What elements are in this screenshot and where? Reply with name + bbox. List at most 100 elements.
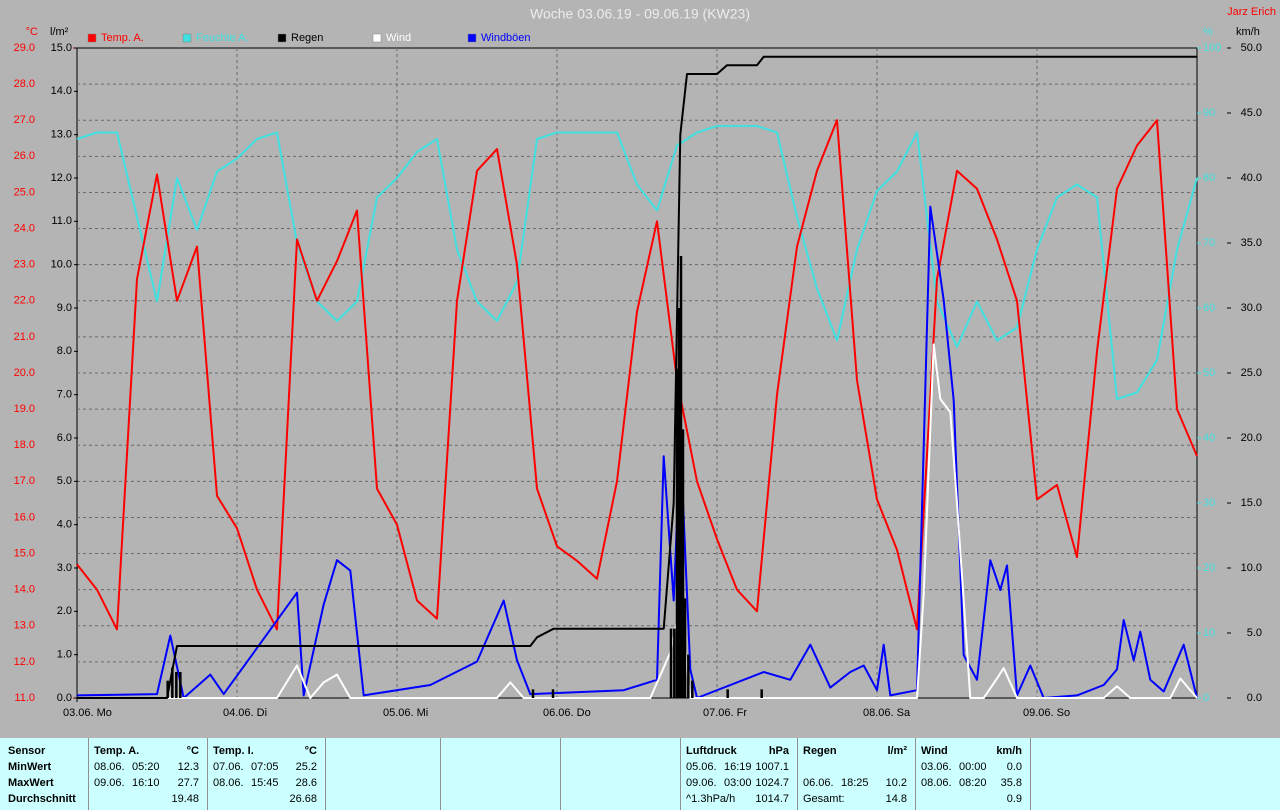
series-line (76, 125, 1198, 400)
cell-value: 25.2 (295, 761, 317, 773)
legend-swatch (372, 33, 382, 43)
column-unit: l/m² (887, 745, 907, 757)
column-title: Luftdruck (686, 745, 737, 757)
y4-tick-label: 10.0 (1241, 562, 1262, 574)
column-separator (440, 738, 441, 810)
y-tick-label: 27.0 (14, 114, 35, 126)
y4-tick-label: 40.0 (1241, 172, 1262, 184)
cell-text: 06.06. (803, 777, 834, 789)
cell-value: 28.6 (295, 777, 317, 789)
x-tick-label: 04.06. Di (223, 707, 267, 719)
legend-swatch (87, 33, 97, 43)
stats-table: Sensor Temp. A. °C Temp. I. °C Luftdruck hPa Re… (0, 738, 1280, 810)
y3-tick-label: 6.0 (57, 432, 72, 444)
legend-label: Temp. A. (101, 32, 144, 44)
cell-text: 00:00 (959, 761, 987, 773)
y4-unit: km/h (1236, 26, 1260, 38)
y3-tick-label: 14.0 (51, 85, 72, 97)
column-separator (797, 738, 798, 810)
x-tick-label: 06.06. Do (543, 707, 591, 719)
y3-tick-label: 13.0 (51, 129, 72, 141)
chart-title: Woche 03.06.19 - 09.06.19 (KW23) (530, 6, 750, 22)
cell-value: 26.68 (289, 793, 317, 805)
cell-value: 10.2 (885, 777, 907, 789)
y-tick-label: 24.0 (14, 222, 35, 234)
y-tick-label: 19.0 (14, 403, 35, 415)
cell-text: 16:10 (132, 777, 160, 789)
y4-tick-label: 30.0 (1241, 302, 1262, 314)
y2-tick-label: 50 (1203, 367, 1215, 379)
series-line (76, 119, 1198, 631)
column-unit: °C (186, 745, 199, 757)
y2-tick-label: 30 (1203, 497, 1215, 509)
y3-tick-label: 4.0 (57, 519, 72, 531)
cell-text: 07:05 (251, 761, 279, 773)
y-tick-label: 13.0 (14, 620, 35, 632)
y4-tick-label: 25.0 (1241, 367, 1262, 379)
y-tick-label: 16.0 (14, 511, 35, 523)
y4-tick-label: 0.0 (1247, 692, 1262, 704)
legend-label: Regen (291, 32, 323, 44)
column-separator (680, 738, 681, 810)
y2-tick-label: 0 (1203, 692, 1209, 704)
legend-label: Windböen (481, 32, 531, 44)
y-tick-label: 14.0 (14, 584, 35, 596)
column-title: Temp. A. (94, 745, 140, 757)
cell-value: 19.48 (171, 793, 199, 805)
y4-tick-label: 45.0 (1241, 107, 1262, 119)
x-tick-label: 07.06. Fr (703, 707, 747, 719)
y3-tick-label: 7.0 (57, 389, 72, 401)
column-separator (560, 738, 561, 810)
cell-text: 03:00 (724, 777, 752, 789)
y-tick-label: 18.0 (14, 439, 35, 451)
row-label: MaxWert (8, 777, 54, 789)
y-tick-label: 21.0 (14, 331, 35, 343)
y3-tick-label: 11.0 (51, 215, 72, 227)
y-tick-label: 29.0 (14, 42, 35, 54)
row-label: MinWert (8, 761, 52, 773)
cell-text: Gesamt: (803, 793, 845, 805)
y-tick-label: 11.0 (14, 692, 35, 704)
y2-tick-label: 60 (1203, 302, 1215, 314)
column-separator (325, 738, 326, 810)
column-separator (207, 738, 208, 810)
y-tick-label: 12.0 (14, 656, 35, 668)
column-separator (915, 738, 916, 810)
y3-tick-label: 5.0 (57, 475, 72, 487)
y-tick-label: 23.0 (14, 259, 35, 271)
column-separator (1030, 738, 1031, 810)
x-tick-label: 05.06. Mi (383, 707, 428, 719)
y3-tick-label: 9.0 (57, 302, 72, 314)
legend-label: Feuchte A. (196, 32, 249, 44)
y-tick-label: 28.0 (14, 78, 35, 90)
y3-tick-label: 1.0 (57, 649, 72, 661)
cell-text: 05:20 (132, 761, 160, 773)
y4-tick-label: 50.0 (1241, 42, 1262, 54)
grid (77, 48, 1197, 698)
y3-unit: l/m² (50, 26, 69, 38)
y2-tick-label: 40 (1203, 432, 1215, 444)
y3-tick-label: 3.0 (57, 562, 72, 574)
y2-unit: % (1203, 26, 1213, 38)
cell-text: 16:19 (724, 761, 752, 773)
y4-tick-label: 5.0 (1247, 627, 1262, 639)
column-unit: hPa (768, 745, 789, 757)
y3-tick-label: 15.0 (51, 42, 72, 54)
cell-text: 03.06. (921, 761, 952, 773)
column-unit: km/h (996, 745, 1022, 757)
cell-text: 18:25 (841, 777, 869, 789)
y3-tick-label: 12.0 (51, 172, 72, 184)
cell-text: 07.06. (213, 761, 244, 773)
y-tick-label: 22.0 (14, 295, 35, 307)
column-title: Wind (921, 745, 948, 757)
column-title: Regen (803, 745, 837, 757)
chart: Woche 03.06.19 - 09.06.19 (KW23) Jarz Er… (14, 6, 1276, 719)
y-tick-label: 25.0 (14, 186, 35, 198)
cell-value: 35.8 (1000, 777, 1022, 789)
y-tick-label: 15.0 (14, 547, 35, 559)
y-tick-label: 20.0 (14, 367, 35, 379)
y-tick-label: 17.0 (14, 475, 35, 487)
legend-swatch (277, 33, 287, 43)
column-title: Temp. I. (213, 745, 254, 757)
